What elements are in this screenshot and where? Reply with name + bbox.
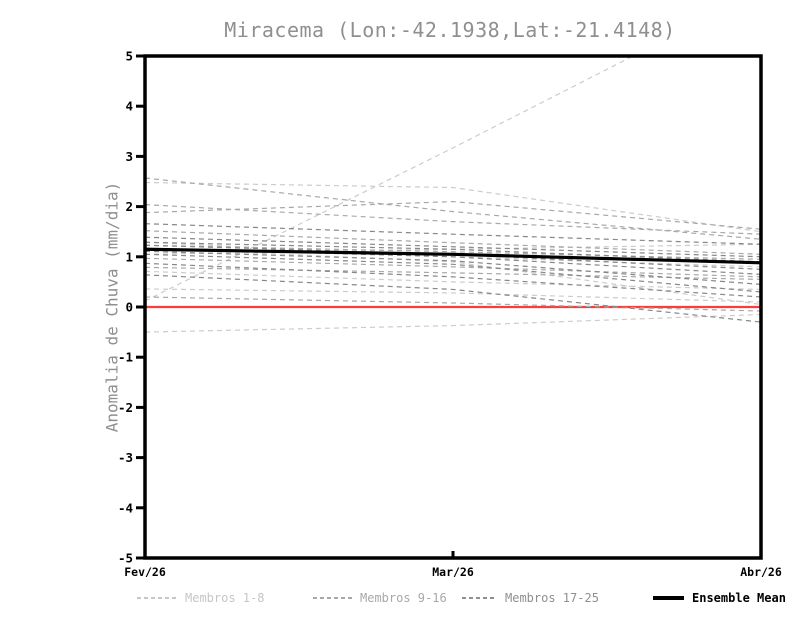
- ensemble-member-line: [145, 270, 761, 291]
- ensemble-member-line: [145, 236, 761, 258]
- ensemble-member-line: [145, 244, 761, 260]
- legend: Membros 1-8 Membros 9-16 Membros 17-25 Ense…: [0, 589, 800, 607]
- ensemble-member-line: [145, 257, 761, 278]
- legend-item: Ensemble Mean: [653, 589, 786, 607]
- legend-label: Membros 1-8: [185, 591, 265, 605]
- ensemble-member-line: [145, 288, 761, 303]
- legend-item: Membros 17-25: [462, 589, 599, 607]
- ensemble-member-line: [145, 266, 761, 280]
- ensemble-member-line: [145, 200, 761, 230]
- legend-label: Membros 17-25: [505, 591, 599, 605]
- y-tick-label: -5: [118, 551, 133, 566]
- x-tick-label: Abr/26: [740, 565, 782, 579]
- ensemble-member-line: [145, 203, 761, 235]
- ensemble-member-line: [145, 230, 761, 255]
- ensemble-member-line: [145, 56, 635, 302]
- legend-item: Membros 9-16: [313, 589, 447, 607]
- y-tick-label: 5: [125, 49, 133, 64]
- legend-label: Ensemble Mean: [692, 591, 786, 605]
- ensemble-member-line: [145, 253, 761, 293]
- ensemble-member-line: [145, 262, 761, 298]
- ensemble-mean-line: [145, 247, 761, 265]
- ensemble-member-line: [145, 274, 761, 323]
- legend-line-sample-icon: [653, 596, 684, 600]
- ensemble-member-line: [145, 241, 761, 263]
- legend-line-sample-icon: [313, 597, 352, 599]
- y-tick-label: -3: [118, 450, 133, 465]
- y-tick-label: 1: [125, 249, 133, 264]
- ensemble-member-line: [145, 181, 761, 233]
- ensemble-member-line: [145, 223, 761, 245]
- ensemble-member-line: [145, 250, 761, 286]
- legend-label: Membros 9-16: [360, 591, 447, 605]
- legend-item: Membros 1-8: [137, 589, 264, 607]
- ensemble-member-line: [145, 313, 761, 333]
- y-tick-label: 4: [125, 99, 133, 114]
- x-tick-label: Mar/26: [432, 565, 474, 579]
- legend-line-sample-icon: [137, 597, 177, 599]
- chart-title: Miracema (Lon:-42.1938,Lat:-21.4148): [0, 18, 800, 42]
- y-tick-label: -4: [118, 500, 133, 515]
- y-tick-label: 2: [125, 199, 133, 214]
- y-tick-label: -1: [118, 350, 133, 365]
- y-tick-label: -2: [118, 400, 133, 415]
- x-tick-label: Fev/26: [124, 565, 166, 579]
- ensemble-member-line: [145, 296, 761, 312]
- y-tick-label: 0: [125, 300, 133, 315]
- chart-title-text: Miracema (Lon:-42.1938,Lat:-21.4148): [224, 18, 676, 42]
- y-tick-label: 3: [125, 149, 133, 164]
- legend-line-sample-icon: [462, 597, 497, 599]
